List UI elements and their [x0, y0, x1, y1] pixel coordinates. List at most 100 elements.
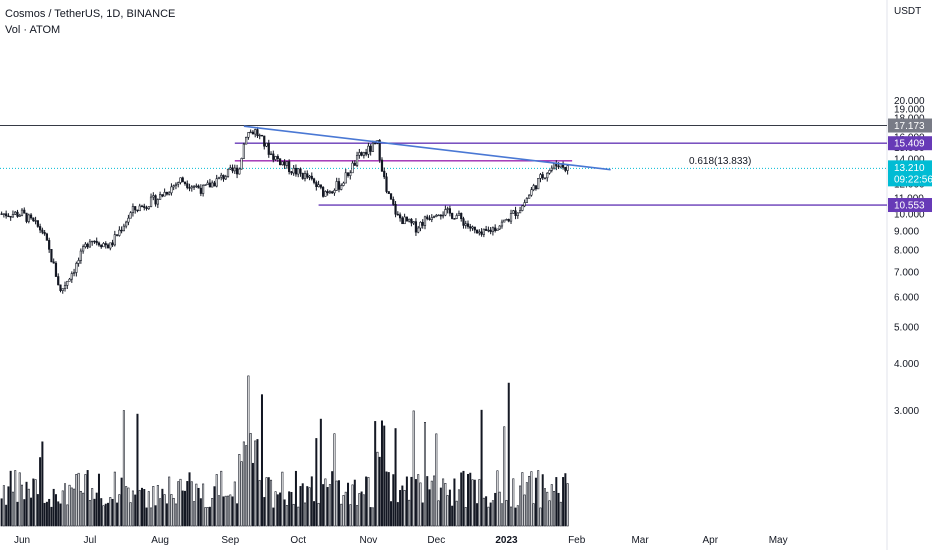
candle-225	[507, 219, 510, 222]
candle-20	[43, 232, 46, 235]
candle-201	[453, 218, 456, 220]
candle-48	[106, 244, 110, 249]
candle-6	[11, 214, 15, 218]
volume-bar-20	[43, 502, 46, 527]
volume-bar-46	[102, 505, 105, 527]
volume-bar-62	[138, 490, 141, 527]
candle-105	[235, 167, 239, 175]
volume-bar-114	[256, 439, 259, 527]
volume-bar-15	[32, 478, 35, 527]
volume-bar-163	[367, 477, 370, 527]
candle-152	[342, 182, 345, 186]
volume-bar-125	[281, 471, 284, 527]
candle-251	[566, 165, 569, 171]
candle-212	[478, 231, 481, 234]
candle-21	[45, 233, 49, 241]
volume-bar-4	[7, 486, 10, 527]
candle-35	[77, 260, 80, 264]
volume-bar-106	[238, 454, 241, 527]
volume-bar-16	[34, 479, 37, 527]
candle-200	[451, 212, 454, 219]
volume-bar-198	[446, 495, 449, 527]
candle-44	[97, 242, 101, 246]
y-tick-8: 10.000	[894, 209, 925, 220]
candle-203	[457, 212, 461, 216]
candle-91	[204, 184, 207, 186]
candle-5	[9, 216, 12, 218]
volume-bar-34	[75, 474, 78, 527]
candle-223	[503, 219, 506, 223]
candle-42	[93, 240, 96, 243]
trendline[interactable]	[243, 125, 611, 171]
candle-198	[446, 208, 449, 210]
volume-bar-241	[543, 488, 546, 527]
candle-190	[428, 218, 431, 220]
volume-bar-24	[52, 488, 55, 527]
volume-bar-110	[247, 375, 250, 527]
volume-bar-104	[233, 481, 236, 527]
volume-bar-195	[439, 487, 442, 527]
x-tick-1: Jul	[84, 535, 97, 546]
level-label-1: 15.409	[894, 139, 925, 150]
candle-189	[426, 216, 429, 220]
candle-183	[412, 221, 415, 224]
volume-bar-237	[534, 477, 537, 527]
candle-34	[75, 263, 78, 273]
volume-bar-68	[152, 486, 155, 527]
candle-134	[301, 172, 304, 179]
volume-bar-176	[396, 502, 399, 527]
volume-bar-44	[97, 473, 100, 527]
candle-113	[254, 129, 257, 135]
volume-bar-143	[322, 484, 325, 527]
volume-bar-159	[358, 493, 361, 527]
volume-bar-180	[405, 476, 408, 527]
candle-162	[365, 152, 368, 155]
candle-173	[389, 193, 393, 200]
volume-bar-249	[562, 477, 565, 527]
candle-163	[367, 145, 370, 155]
volume-bar-113	[254, 440, 257, 527]
candle-114	[256, 129, 259, 136]
candle-220	[496, 228, 499, 231]
volume-bar-146	[328, 484, 331, 527]
candle-90	[202, 184, 205, 194]
candle-216	[487, 229, 490, 232]
candle-126	[283, 161, 286, 166]
volume-bar-142	[319, 418, 322, 527]
volume-bar-57	[127, 487, 130, 527]
volume-bar-33	[73, 488, 76, 527]
price-axis-panel[interactable]	[887, 0, 932, 550]
volume-bar-217	[489, 502, 492, 527]
volume-bar-82	[184, 490, 187, 527]
volume-bar-248	[559, 501, 562, 527]
candle-89	[199, 187, 202, 194]
volume-bar-171	[385, 471, 388, 527]
volume-bar-203	[457, 489, 460, 527]
volume-bar-27	[59, 503, 62, 527]
x-tick-6: Dec	[427, 535, 445, 546]
candle-161	[362, 152, 365, 156]
candle-156	[351, 162, 354, 174]
volume-bar-54	[120, 477, 123, 527]
candle-138	[310, 175, 313, 180]
candle-65	[145, 207, 148, 209]
candle-184	[414, 221, 418, 233]
volume-bar-85	[190, 481, 193, 527]
x-tick-10: Apr	[702, 535, 718, 546]
candle-235	[530, 189, 533, 196]
volume-bar-99	[222, 496, 225, 527]
volume-bar-18	[39, 457, 42, 527]
candle-30	[66, 280, 69, 286]
candle-64	[143, 205, 146, 208]
volume-bar-202	[455, 500, 458, 527]
candle-139	[312, 178, 316, 183]
candle-121	[272, 153, 275, 160]
volume-bar-166	[374, 421, 377, 527]
volume-bar-147	[331, 471, 334, 527]
candle-137	[308, 175, 311, 178]
volume-bar-38	[84, 474, 87, 527]
candle-145	[326, 191, 329, 194]
candle-141	[317, 184, 320, 187]
candle-99	[222, 174, 225, 180]
